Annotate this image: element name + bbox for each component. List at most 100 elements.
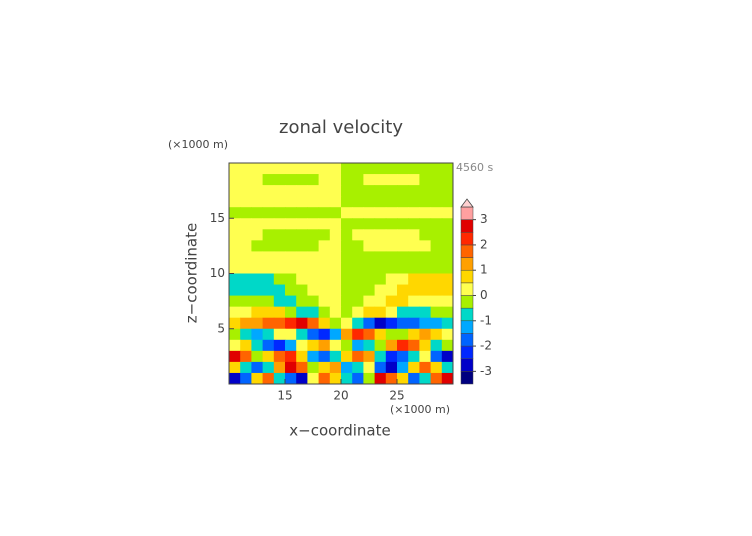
- contour-cell: [318, 361, 331, 374]
- contour-cell: [341, 306, 353, 319]
- contour-cell: [285, 163, 297, 175]
- contour-cell: [419, 273, 432, 286]
- contour-cell: [385, 251, 398, 263]
- contour-cell: [262, 251, 275, 263]
- contour-cell: [251, 350, 264, 363]
- contour-cell: [262, 350, 275, 363]
- x-tick-label: 25: [389, 389, 404, 403]
- contour-cell: [240, 229, 252, 241]
- contour-cell: [363, 372, 376, 385]
- contour-cell: [329, 251, 342, 263]
- colorbar-bin: [460, 333, 474, 347]
- colorbar-bin: [460, 219, 474, 233]
- contour-cell: [318, 185, 331, 197]
- contour-field: [229, 163, 454, 385]
- colorbar-bin: [460, 307, 474, 322]
- contour-cell: [419, 218, 432, 230]
- contour-cell: [341, 163, 353, 175]
- contour-cell: [352, 317, 364, 330]
- contour-cell: [363, 218, 376, 230]
- contour-cell: [329, 372, 342, 385]
- contour-cell: [363, 185, 376, 197]
- contour-cell: [262, 185, 275, 197]
- contour-cell: [363, 350, 376, 363]
- contour-cell: [385, 218, 398, 230]
- contour-cell: [240, 174, 252, 186]
- contour-cell: [262, 207, 275, 219]
- colorbar-bin: [460, 206, 474, 220]
- contour-cell: [341, 196, 353, 208]
- contour-cell: [352, 185, 364, 197]
- contour-cell: [251, 174, 264, 186]
- contour-cell: [229, 339, 241, 352]
- contour-cell: [296, 295, 308, 308]
- contour-cell: [296, 306, 308, 319]
- contour-cell: [318, 328, 331, 341]
- contour-cell: [430, 207, 443, 219]
- contour-cell: [240, 339, 252, 352]
- contour-cell: [229, 218, 241, 230]
- contour-cell: [363, 251, 376, 263]
- contour-cell: [285, 295, 297, 308]
- contour-cell: [262, 163, 275, 175]
- contour-cell: [408, 350, 420, 363]
- contour-cell: [385, 372, 398, 385]
- contour-cell: [285, 317, 297, 330]
- contour-cell: [441, 328, 454, 341]
- contour-cell: [374, 262, 387, 274]
- contour-cell: [363, 306, 376, 319]
- contour-cell: [419, 185, 432, 197]
- contour-cell: [329, 328, 342, 341]
- contour-cell: [318, 174, 331, 186]
- contour-cell: [363, 273, 376, 286]
- contour-cell: [329, 218, 342, 230]
- contour-cell: [307, 251, 320, 263]
- contour-cell: [273, 328, 286, 341]
- colorbar-tick-label: 0: [480, 288, 488, 302]
- contour-cell: [296, 163, 308, 175]
- contour-cell: [307, 317, 320, 330]
- contour-cell: [251, 273, 264, 286]
- contour-cell: [363, 361, 376, 374]
- contour-cell: [385, 284, 398, 297]
- contour-cell: [251, 185, 264, 197]
- contour-cell: [363, 262, 376, 274]
- contour-cell: [229, 295, 241, 308]
- colorbar-tick-label: 1: [480, 263, 488, 277]
- contour-cell: [441, 251, 454, 263]
- contour-cell: [273, 174, 286, 186]
- contour-cell: [296, 350, 308, 363]
- contour-cell: [285, 372, 297, 385]
- contour-cell: [430, 328, 443, 341]
- contour-cell: [285, 251, 297, 263]
- contour-cell: [341, 229, 353, 241]
- contour-cell: [329, 295, 342, 308]
- contour-cell: [352, 361, 364, 374]
- contour-cell: [408, 361, 420, 374]
- contour-cell: [430, 196, 443, 208]
- contour-cell: [397, 339, 409, 352]
- contour-cell: [240, 372, 252, 385]
- contour-cell: [240, 207, 252, 219]
- contour-cell: [441, 262, 454, 274]
- contour-cell: [397, 196, 409, 208]
- contour-cell: [430, 185, 443, 197]
- contour-cell: [352, 240, 364, 252]
- contour-cell: [363, 339, 376, 352]
- contour-cell: [363, 328, 376, 341]
- contour-cell: [229, 262, 241, 274]
- contour-cell: [374, 229, 387, 241]
- contour-cell: [408, 251, 420, 263]
- contour-cell: [419, 174, 432, 186]
- contour-cell: [408, 295, 420, 308]
- x-axis-label: x−coordinate: [289, 422, 390, 440]
- contour-cell: [273, 207, 286, 219]
- contour-cell: [240, 163, 252, 175]
- contour-cell: [285, 207, 297, 219]
- contour-cell: [318, 295, 331, 308]
- contour-cell: [341, 207, 353, 219]
- contour-cell: [307, 350, 320, 363]
- colorbar-bin: [460, 232, 474, 246]
- contour-cell: [408, 229, 420, 241]
